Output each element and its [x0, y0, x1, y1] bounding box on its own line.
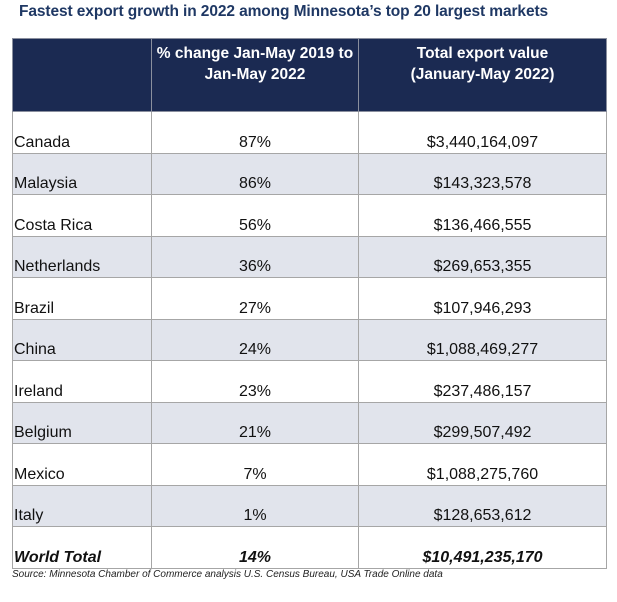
table-row: China 24% $1,088,469,277 — [12, 318, 607, 361]
header-pct-change-line2: Jan-May 2022 — [204, 66, 306, 83]
cell-country: Brazil — [12, 277, 152, 320]
total-export-value: $10,491,235,170 — [358, 526, 607, 569]
header-export-value: Total export value (January-May 2022) — [358, 38, 607, 112]
cell-pct-change: 56% — [151, 194, 359, 237]
cell-pct-change: 86% — [151, 152, 359, 195]
cell-country: Canada — [12, 111, 152, 154]
cell-export-value: $299,507,492 — [358, 401, 607, 444]
cell-pct-change: 27% — [151, 277, 359, 320]
table-row: Netherlands 36% $269,653,355 — [12, 235, 607, 278]
cell-export-value: $136,466,555 — [358, 194, 607, 237]
cell-country: Costa Rica — [12, 194, 152, 237]
table-title: Fastest export growth in 2022 among Minn… — [19, 3, 549, 20]
cell-pct-change: 1% — [151, 484, 359, 527]
cell-pct-change: 23% — [151, 360, 359, 403]
cell-export-value: $143,323,578 — [358, 152, 607, 195]
cell-export-value: $107,946,293 — [358, 277, 607, 320]
cell-pct-change: 7% — [151, 443, 359, 486]
cell-export-value: $128,653,612 — [358, 484, 607, 527]
header-country — [12, 38, 152, 112]
table-row: Malaysia 86% $143,323,578 — [12, 152, 607, 195]
table-row: Brazil 27% $107,946,293 — [12, 277, 607, 320]
cell-export-value: $3,440,164,097 — [358, 111, 607, 154]
total-row: World Total 14% $10,491,235,170 — [12, 526, 607, 569]
cell-export-value: $1,088,275,760 — [358, 443, 607, 486]
table-body: Canada 87% $3,440,164,097 Malaysia 86% $143,3… — [12, 111, 607, 569]
cell-country: Malaysia — [12, 152, 152, 195]
table-row: Italy 1% $128,653,612 — [12, 484, 607, 527]
cell-pct-change: 24% — [151, 318, 359, 361]
export-growth-table: % change Jan-May 2019 to Jan-May 2022 To… — [12, 38, 607, 569]
cell-pct-change: 21% — [151, 401, 359, 444]
table-row: Belgium 21% $299,507,492 — [12, 401, 607, 444]
cell-country: Netherlands — [12, 235, 152, 278]
table-row: Ireland 23% $237,486,157 — [12, 360, 607, 403]
cell-country: Ireland — [12, 360, 152, 403]
header-row: % change Jan-May 2019 to Jan-May 2022 To… — [12, 38, 607, 112]
cell-country: Mexico — [12, 443, 152, 486]
table-row: Mexico 7% $1,088,275,760 — [12, 443, 607, 486]
cell-pct-change: 36% — [151, 235, 359, 278]
total-pct-change: 14% — [151, 526, 359, 569]
cell-country: Belgium — [12, 401, 152, 444]
header-export-value-line1: Total export value — [416, 45, 549, 62]
cell-pct-change: 87% — [151, 111, 359, 154]
cell-country: China — [12, 318, 152, 361]
header-pct-change: % change Jan-May 2019 to Jan-May 2022 — [151, 38, 359, 112]
header-pct-change-line1: % change Jan-May 2019 to — [156, 45, 354, 62]
table-row: Costa Rica 56% $136,466,555 — [12, 194, 607, 237]
header-export-value-line2: (January-May 2022) — [410, 66, 555, 83]
cell-export-value: $237,486,157 — [358, 360, 607, 403]
total-country: World Total — [12, 526, 152, 569]
cell-export-value: $269,653,355 — [358, 235, 607, 278]
cell-export-value: $1,088,469,277 — [358, 318, 607, 361]
cell-country: Italy — [12, 484, 152, 527]
source-note: Source: Minnesota Chamber of Commerce an… — [12, 569, 443, 580]
table-row: Canada 87% $3,440,164,097 — [12, 111, 607, 154]
